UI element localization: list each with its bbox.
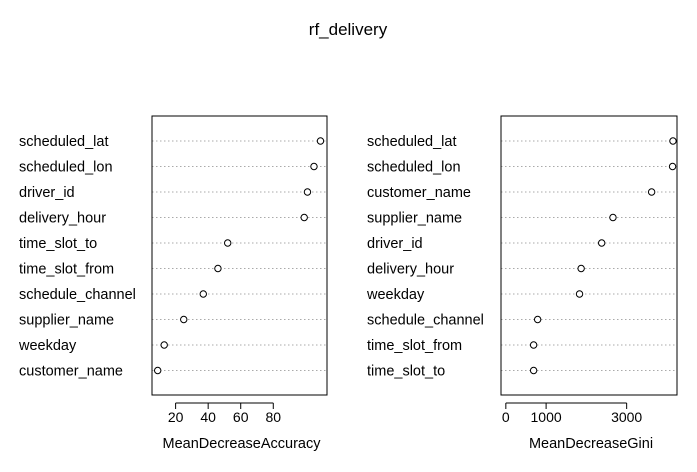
data-point [597, 239, 606, 247]
category-label: scheduled_lon [19, 160, 113, 176]
data-point [303, 188, 312, 196]
data-point [160, 341, 168, 349]
data-point [310, 162, 318, 171]
data-point [214, 264, 222, 273]
data-point [668, 162, 677, 171]
x-axis-label: MeanDecreaseAccuracy [163, 436, 322, 452]
category-label: time_slot_from [19, 262, 114, 278]
category-label: scheduled_lon [367, 160, 461, 176]
category-label: supplier_name [367, 211, 462, 227]
x-axis-label: MeanDecreaseGini [529, 436, 653, 452]
category-label: schedule_channel [19, 287, 136, 303]
plot-frame [500, 115, 678, 396]
data-point [529, 366, 538, 375]
data-point [609, 213, 617, 222]
plot-frame [151, 115, 328, 396]
category-label: scheduled_lat [19, 134, 109, 150]
x-tick-label: 40 [200, 409, 216, 425]
data-point [529, 341, 538, 349]
data-point [533, 315, 542, 324]
data-point [316, 137, 325, 145]
x-tick-label: 1000 [531, 409, 562, 425]
data-point [669, 137, 677, 145]
category-label: weekday [366, 287, 425, 303]
category-label: scheduled_lat [367, 134, 457, 150]
panel-right: scheduled_lat scheduled_lon customer_names… [366, 115, 678, 452]
data-point [180, 315, 188, 324]
category-label: time_slot_to [19, 236, 97, 252]
category-label: customer_name [367, 185, 471, 201]
category-label: driver_id [19, 185, 75, 201]
x-tick-label: 3000 [611, 409, 642, 425]
category-label: supplier_name [19, 313, 114, 329]
category-label: customer_name [19, 364, 123, 380]
chart-title: rf_delivery [309, 20, 388, 39]
data-point [223, 239, 232, 247]
data-point [577, 264, 585, 273]
data-point [300, 213, 308, 222]
x-tick-label: 60 [233, 409, 249, 425]
data-point [575, 290, 584, 298]
data-point [153, 366, 162, 375]
category-label: time_slot_from [367, 338, 462, 354]
category-label: time_slot_to [367, 364, 445, 380]
category-label: delivery_hour [19, 211, 106, 227]
category-label: schedule_channel [367, 313, 484, 329]
data-point [647, 188, 656, 196]
x-tick-label: 80 [265, 409, 281, 425]
category-label: weekday [18, 338, 77, 354]
category-label: driver_id [367, 236, 423, 252]
x-tick-label: 0 [502, 409, 510, 425]
data-point [199, 290, 207, 298]
panel-left: scheduled_lat scheduled_lon driver_iddeliv… [18, 115, 328, 452]
category-label: delivery_hour [367, 262, 454, 278]
x-tick-label: 20 [168, 409, 184, 425]
